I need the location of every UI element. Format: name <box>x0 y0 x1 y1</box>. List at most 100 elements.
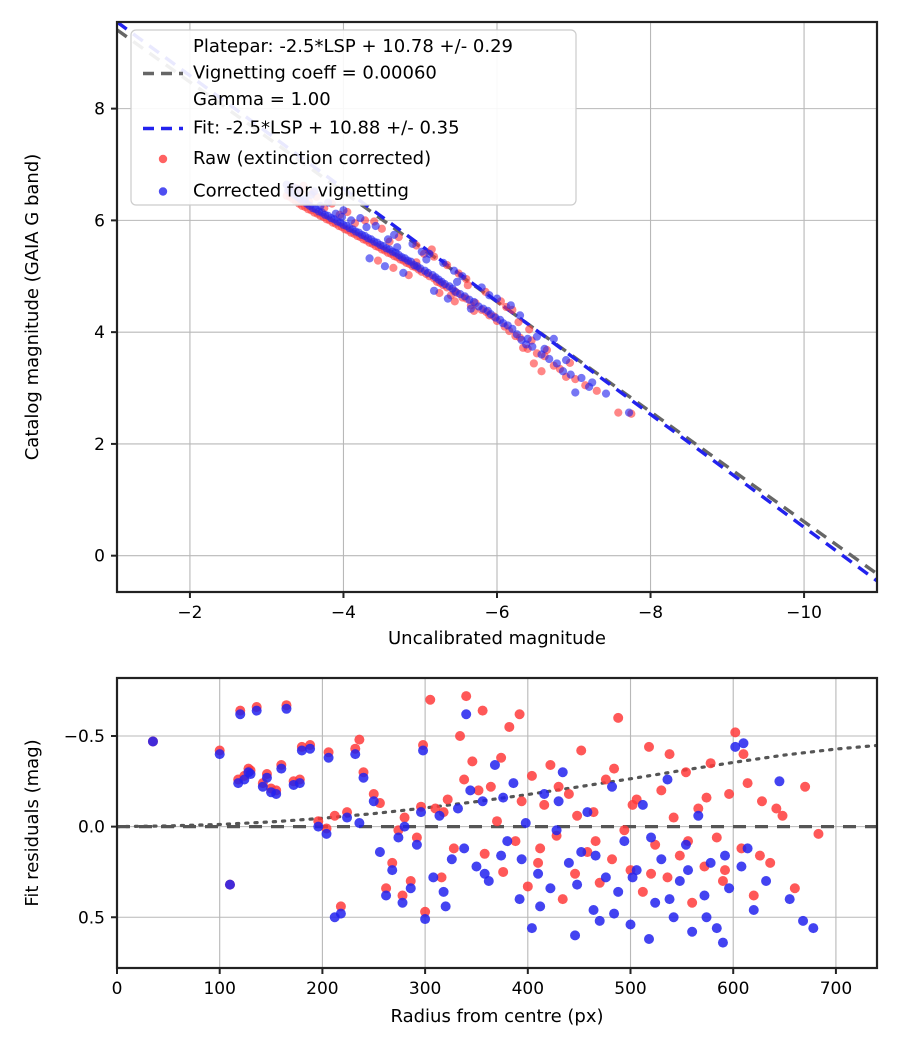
data-point <box>711 923 722 934</box>
data-point <box>705 758 716 769</box>
data-point <box>619 836 630 847</box>
y-axis-label: Fit residuals (mag) <box>22 739 43 906</box>
data-point <box>452 277 462 286</box>
data-point <box>572 810 583 821</box>
data-point <box>408 239 417 248</box>
legend-marker-dot-blue <box>158 187 168 196</box>
data-point <box>646 832 657 843</box>
data-point <box>496 752 507 763</box>
data-point <box>594 915 605 926</box>
plot-frame <box>115 676 879 970</box>
legend-label-vignetting-coeff-0-00060: Vignetting coeff = 0.00060 <box>193 63 437 84</box>
data-point <box>335 908 346 919</box>
xtick-label: 0 <box>112 979 123 999</box>
data-point <box>261 772 272 783</box>
xtick-label: 600 <box>717 979 749 999</box>
data-point <box>738 749 749 760</box>
data-point <box>526 923 537 934</box>
data-point <box>662 872 673 883</box>
data-point <box>271 789 282 799</box>
data-point <box>613 712 624 723</box>
data-point <box>276 763 287 774</box>
data-point <box>296 745 307 756</box>
data-point <box>214 749 225 760</box>
ytick-label: 2 <box>94 435 105 455</box>
data-point <box>448 843 459 854</box>
data-point <box>557 767 568 778</box>
series-corrected-for-vignetting <box>147 703 819 948</box>
data-point <box>545 760 556 770</box>
data-point <box>748 890 759 901</box>
data-point <box>405 876 416 886</box>
data-point <box>399 268 408 278</box>
ytick-label: 6 <box>94 211 105 231</box>
data-point <box>693 803 704 814</box>
data-point <box>646 868 657 879</box>
data-point <box>514 894 525 905</box>
data-point <box>147 736 158 747</box>
data-point <box>627 799 638 810</box>
data-point <box>257 781 268 792</box>
data-point <box>224 879 235 890</box>
data-point <box>430 803 441 814</box>
data-point <box>438 886 449 897</box>
data-point <box>540 344 549 354</box>
ytick-label: 0.0 <box>78 818 105 838</box>
data-point <box>644 934 654 944</box>
data-point <box>754 850 765 861</box>
data-point <box>305 743 316 754</box>
data-point <box>777 810 788 821</box>
data-point <box>449 266 459 275</box>
data-point <box>492 294 502 303</box>
data-point <box>420 914 431 925</box>
data-point <box>380 262 390 271</box>
data-point <box>553 781 564 792</box>
data-point <box>510 836 521 847</box>
data-point <box>771 803 782 814</box>
data-point <box>516 796 527 807</box>
data-point <box>411 839 422 850</box>
xtick-label: −2 <box>177 603 202 623</box>
data-point <box>455 731 466 741</box>
data-point <box>446 854 457 865</box>
data-point <box>532 332 542 341</box>
data-point <box>374 847 385 857</box>
ytick-label: 0 <box>94 547 105 567</box>
data-point <box>664 749 675 760</box>
data-point <box>644 741 654 752</box>
data-point <box>492 816 502 827</box>
data-point <box>389 263 398 272</box>
data-point <box>549 334 558 343</box>
data-point <box>680 839 691 850</box>
data-point <box>243 767 254 778</box>
data-point <box>724 789 735 799</box>
data-point <box>443 294 452 303</box>
series-corrected-for-vignetting <box>282 180 634 417</box>
data-point <box>539 789 550 799</box>
data-point <box>358 772 369 783</box>
data-point <box>656 854 667 865</box>
data-point <box>479 868 490 879</box>
data-point <box>397 897 408 908</box>
data-point <box>428 872 439 883</box>
data-point <box>551 825 562 836</box>
data-point <box>405 883 416 894</box>
data-point <box>342 812 353 823</box>
data-point <box>498 792 509 803</box>
data-point <box>461 709 472 720</box>
data-point <box>477 705 488 716</box>
data-point <box>756 796 767 807</box>
xtick-label: −6 <box>484 603 509 623</box>
data-point <box>664 894 675 905</box>
data-point <box>571 388 580 397</box>
data-point <box>800 781 811 792</box>
data-point <box>557 894 568 905</box>
data-point <box>600 774 611 785</box>
data-point <box>701 912 712 923</box>
data-point <box>656 785 667 796</box>
data-point <box>588 905 599 915</box>
data-point <box>425 694 436 705</box>
data-point <box>397 890 408 901</box>
data-point <box>467 756 478 767</box>
data-point <box>699 890 710 901</box>
